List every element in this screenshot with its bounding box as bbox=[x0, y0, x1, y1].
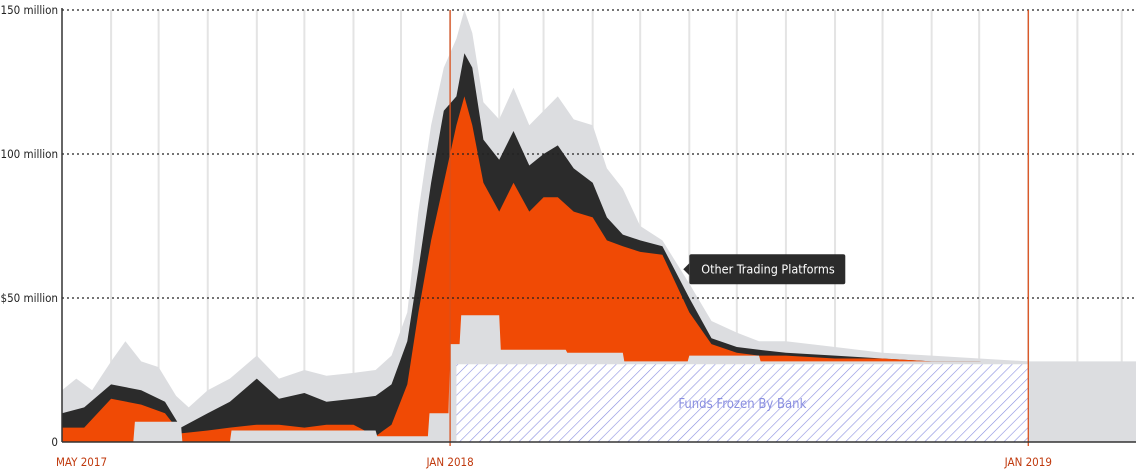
callout-box bbox=[689, 254, 846, 285]
callout-label: Other Trading Platforms bbox=[701, 262, 835, 277]
horizontal-grid bbox=[62, 9, 1136, 299]
axes bbox=[61, 8, 1136, 443]
x-tick-label: JAN 2018 bbox=[425, 455, 473, 469]
y-tick-label: $100 million bbox=[0, 147, 58, 161]
y-tick-label: 0 bbox=[51, 435, 58, 449]
series-area-other-platforms bbox=[62, 96, 1136, 443]
callout-pointer bbox=[683, 263, 690, 276]
y-tick-label: $150 million bbox=[0, 3, 58, 17]
y-tick-labels: 0 $50 million $100 million $150 million bbox=[0, 3, 58, 449]
x-tick-labels: MAY 2017 JAN 2018 JAN 2019 bbox=[56, 455, 1052, 469]
frozen-region: Funds Frozen By Bank bbox=[456, 364, 1029, 442]
x-tick-label: MAY 2017 bbox=[56, 455, 107, 469]
x-tick-label: JAN 2019 bbox=[1004, 455, 1052, 469]
frozen-region-hatch bbox=[456, 364, 1029, 442]
y-tick-label: $50 million bbox=[1, 291, 59, 305]
frozen-region-label: Funds Frozen By Bank bbox=[678, 397, 806, 412]
annotation-callout: Other Trading Platforms bbox=[683, 254, 846, 285]
reference-lines bbox=[449, 10, 1029, 446]
